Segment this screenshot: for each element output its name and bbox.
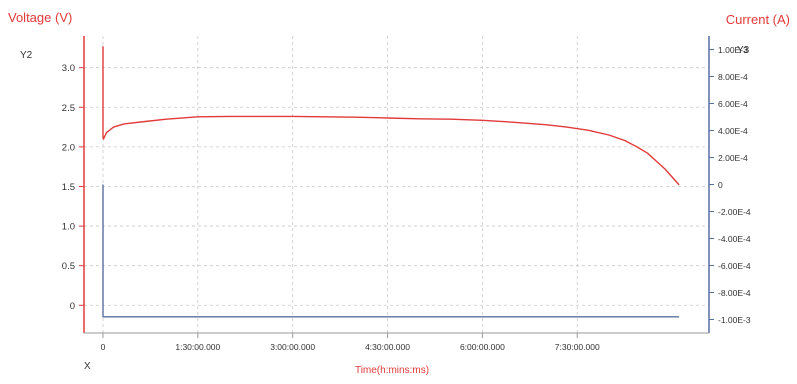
- left-tick-label: 3.0: [62, 63, 75, 74]
- x-tick-label: 0: [101, 342, 106, 352]
- current-series-line: [102, 184, 680, 318]
- left-tick-label: 0.5: [62, 261, 75, 272]
- left-tick-label: 1.0: [62, 222, 75, 233]
- right-tick-label: 0: [718, 180, 723, 190]
- right-axis-label: Y3: [737, 45, 750, 56]
- x-axis-letter-label: X: [84, 361, 91, 372]
- right-tick-label: 8.00E-4: [718, 72, 748, 82]
- left-tick-label: 0: [70, 301, 75, 312]
- right-tick-label: -1.00E-3: [718, 315, 751, 325]
- series: [102, 46, 680, 318]
- x-tick-label: 3:00:00.000: [270, 342, 315, 352]
- right-tick-label: -8.00E-4: [718, 288, 751, 298]
- right-tick-label: -6.00E-4: [718, 261, 751, 271]
- left-axis-title: Voltage (V): [8, 10, 72, 25]
- grid: [84, 36, 709, 333]
- right-tick-label: 1.00E-3: [718, 45, 748, 55]
- right-tick-label: -4.00E-4: [718, 234, 751, 244]
- left-tick-label: 1.5: [62, 182, 75, 193]
- axes: [79, 36, 714, 338]
- right-tick-label: 6.00E-4: [718, 99, 748, 109]
- x-tick-label: 4:30:00.000: [365, 342, 410, 352]
- right-axis-title: Current (A): [726, 12, 790, 27]
- voltage-series-line: [102, 46, 680, 186]
- x-tick-label: 7:30:00.000: [555, 342, 600, 352]
- left-tick-label: 2.5: [62, 103, 75, 114]
- right-tick-label: 2.00E-4: [718, 153, 748, 163]
- left-tick-label: 2.0: [62, 142, 75, 153]
- right-tick-label: -2.00E-4: [718, 207, 751, 217]
- x-axis-title: Time(h:mins:ms): [355, 365, 429, 376]
- left-axis-label: Y2: [20, 50, 33, 61]
- right-tick-label: 4.00E-4: [718, 126, 748, 136]
- x-tick-label: 6:00:00.000: [460, 342, 505, 352]
- tick-labels: 3.0 2.5 2.0 1.5 1.0 0.5 0 1.00E-3 8.00E-4 6.00E-4…: [62, 45, 751, 352]
- x-tick-label: 1:30:00.000: [175, 342, 220, 352]
